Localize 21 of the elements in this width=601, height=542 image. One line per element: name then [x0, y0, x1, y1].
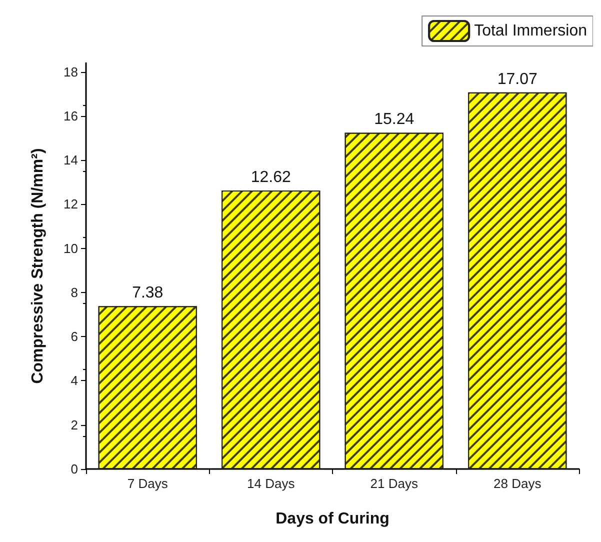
y-tick-label: 6	[70, 329, 78, 344]
y-axis-title: Compressive Strength (N/mm²)	[30, 148, 46, 384]
x-tick-label: 28 Days	[494, 476, 542, 491]
y-tick-label: 0	[70, 462, 78, 476]
data-label: 15.24	[374, 111, 414, 128]
y-tick-label: 18	[64, 64, 78, 80]
y-tick-label: 12	[64, 196, 78, 212]
data-label: 7.38	[132, 284, 164, 302]
x-axis-title: Days of Curing	[276, 510, 390, 528]
y-tick-label: 14	[64, 152, 78, 168]
data-label: 17.07	[497, 70, 538, 88]
x-tick-label: 21 Days	[370, 476, 418, 491]
y-tick-label: 4	[70, 373, 78, 388]
data-label: 12.62	[250, 169, 291, 186]
y-tick-label: 16	[64, 108, 78, 124]
legend-label: Total Immersion	[474, 22, 587, 40]
y-tick-label: 8	[70, 284, 78, 300]
y-tick-label: 2	[70, 417, 78, 432]
x-tick-label: 7 Days	[127, 476, 168, 491]
y-tick-label: 10	[64, 240, 78, 256]
x-tick-label: 14 Days	[247, 476, 296, 491]
